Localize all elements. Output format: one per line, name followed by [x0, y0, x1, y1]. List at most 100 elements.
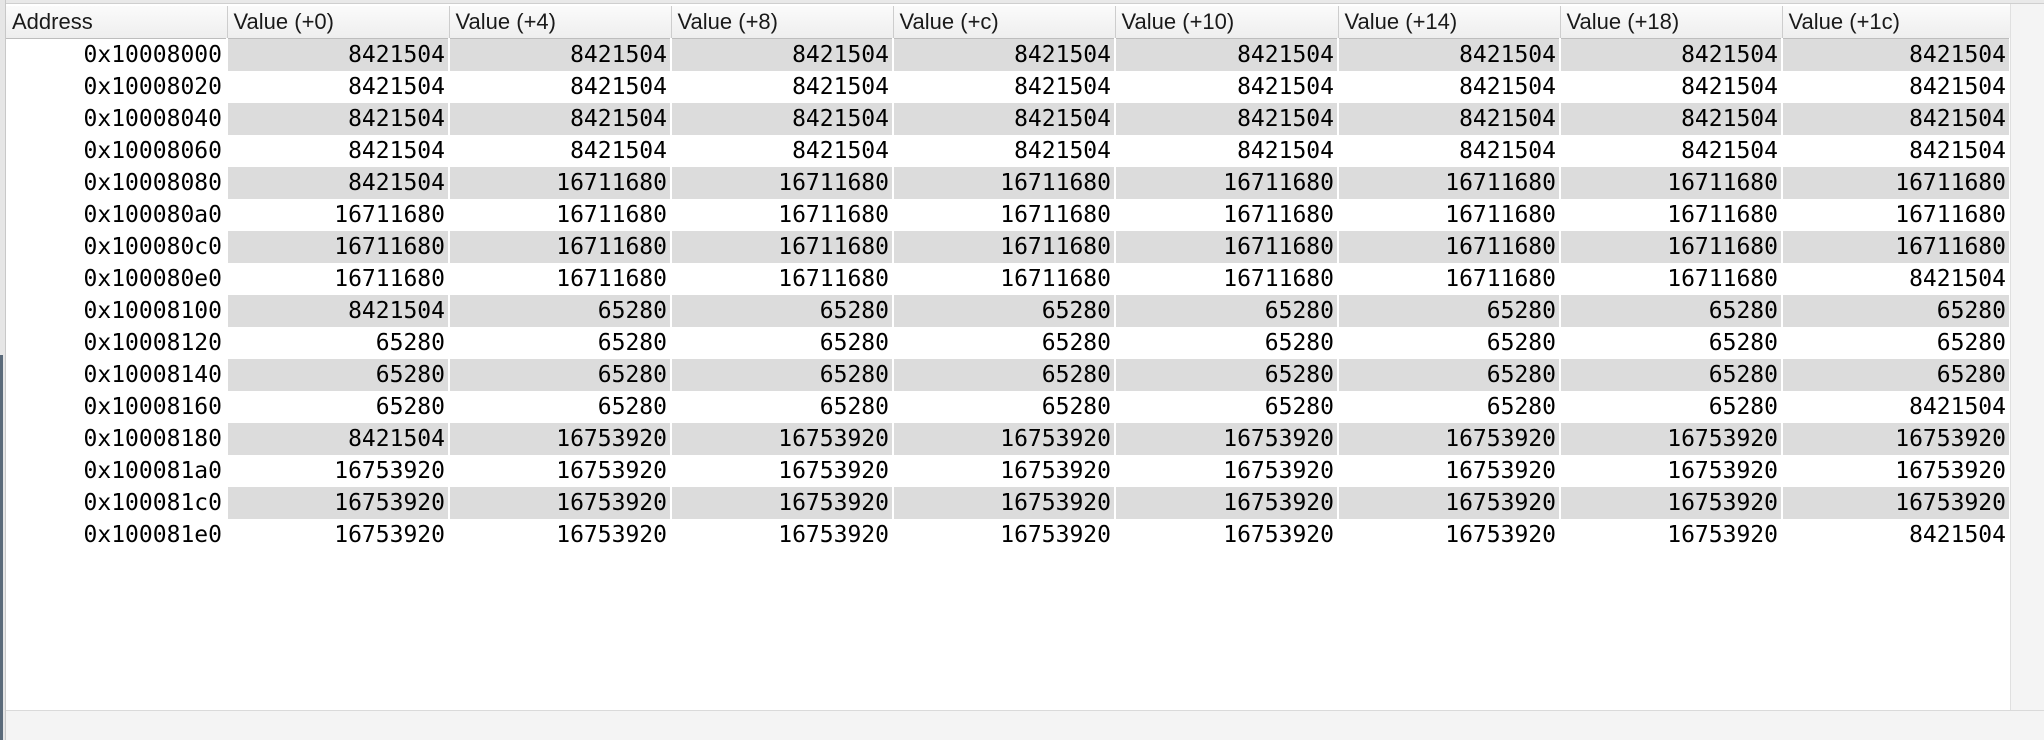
address-cell[interactable]: 0x100081a0	[6, 455, 228, 487]
value-cell[interactable]: 8421504	[449, 71, 672, 103]
value-cell[interactable]: 16711680	[893, 263, 1116, 295]
value-cell[interactable]: 65280	[227, 391, 450, 423]
value-cell[interactable]: 8421504	[671, 71, 894, 103]
value-cell[interactable]: 16753920	[1782, 423, 2011, 455]
address-cell[interactable]: 0x10008160	[6, 391, 228, 423]
value-cell[interactable]: 16711680	[1782, 231, 2011, 263]
value-cell[interactable]: 65280	[1115, 327, 1339, 359]
value-cell[interactable]: 16753920	[449, 455, 672, 487]
value-cell[interactable]: 8421504	[1115, 71, 1339, 103]
value-cell[interactable]: 8421504	[893, 38, 1116, 71]
value-cell[interactable]: 16753920	[449, 519, 672, 551]
value-cell[interactable]: 16711680	[449, 231, 672, 263]
value-cell[interactable]: 65280	[893, 295, 1116, 327]
table-row[interactable]: 0x10008060 8421504 8421504 8421504 8421504 84…	[6, 135, 2011, 167]
value-cell[interactable]: 16711680	[671, 199, 894, 231]
address-cell[interactable]: 0x10008060	[6, 135, 228, 167]
value-cell[interactable]: 16711680	[1782, 167, 2011, 199]
address-cell[interactable]: 0x10008120	[6, 327, 228, 359]
value-cell[interactable]: 16753920	[1338, 519, 1561, 551]
value-cell[interactable]: 16711680	[893, 167, 1116, 199]
value-cell[interactable]: 65280	[1338, 359, 1561, 391]
table-row[interactable]: 0x100080e0 16711680 16711680 16711680 167116…	[6, 263, 2011, 295]
address-cell[interactable]: 0x100080a0	[6, 199, 228, 231]
table-row[interactable]: 0x10008120 65280 65280 65280 65280 65280 65280…	[6, 327, 2011, 359]
value-cell[interactable]: 16711680	[1338, 231, 1561, 263]
address-cell[interactable]: 0x100081c0	[6, 487, 228, 519]
value-cell[interactable]: 65280	[1115, 359, 1339, 391]
value-cell[interactable]: 16753920	[671, 423, 894, 455]
address-cell[interactable]: 0x10008100	[6, 295, 228, 327]
value-cell[interactable]: 8421504	[1115, 135, 1339, 167]
table-row[interactable]: 0x10008080 8421504 16711680 16711680 1671168…	[6, 167, 2011, 199]
value-cell[interactable]: 8421504	[1782, 71, 2011, 103]
column-header-value-c[interactable]: Value (+c)	[893, 6, 1116, 39]
value-cell[interactable]: 8421504	[1560, 103, 1783, 135]
value-cell[interactable]: 16711680	[1560, 263, 1783, 295]
value-cell[interactable]: 16711680	[1560, 167, 1783, 199]
value-cell[interactable]: 16711680	[1338, 263, 1561, 295]
value-cell[interactable]: 16711680	[1338, 199, 1561, 231]
value-cell[interactable]: 16753920	[449, 487, 672, 519]
value-cell[interactable]: 8421504	[893, 135, 1116, 167]
value-cell[interactable]: 16711680	[1115, 199, 1339, 231]
value-cell[interactable]: 8421504	[449, 103, 672, 135]
value-cell[interactable]: 8421504	[1560, 38, 1783, 71]
value-cell[interactable]: 8421504	[227, 135, 450, 167]
value-cell[interactable]: 16711680	[671, 167, 894, 199]
value-cell[interactable]: 65280	[1338, 391, 1561, 423]
value-cell[interactable]: 65280	[1782, 327, 2011, 359]
value-cell[interactable]: 8421504	[1338, 103, 1561, 135]
column-header-value-10[interactable]: Value (+10)	[1115, 6, 1339, 39]
table-row[interactable]: 0x10008140 65280 65280 65280 65280 65280 65280…	[6, 359, 2011, 391]
memory-table[interactable]: Address Value (+0) Value (+4) Value (+8)…	[6, 6, 2011, 551]
value-cell[interactable]: 8421504	[227, 38, 450, 71]
value-cell[interactable]: 65280	[893, 391, 1116, 423]
value-cell[interactable]: 65280	[1560, 327, 1783, 359]
value-cell[interactable]: 8421504	[1782, 135, 2011, 167]
value-cell[interactable]: 8421504	[449, 38, 672, 71]
table-row[interactable]: 0x100081e0 16753920 16753920 16753920 167539…	[6, 519, 2011, 551]
value-cell[interactable]: 16753920	[893, 487, 1116, 519]
horizontal-scroll-area[interactable]	[6, 710, 2044, 740]
value-cell[interactable]: 8421504	[227, 103, 450, 135]
value-cell[interactable]: 65280	[1782, 359, 2011, 391]
column-header-value-1c[interactable]: Value (+1c)	[1782, 6, 2011, 39]
address-cell[interactable]: 0x10008020	[6, 71, 228, 103]
value-cell[interactable]: 8421504	[893, 71, 1116, 103]
column-header-value-0[interactable]: Value (+0)	[227, 6, 450, 39]
column-header-value-8[interactable]: Value (+8)	[671, 6, 894, 39]
value-cell[interactable]: 16711680	[1782, 199, 2011, 231]
value-cell[interactable]: 65280	[227, 327, 450, 359]
value-cell[interactable]: 16711680	[1560, 199, 1783, 231]
value-cell[interactable]: 16753920	[227, 455, 450, 487]
value-cell[interactable]: 8421504	[1560, 135, 1783, 167]
value-cell[interactable]: 16753920	[1115, 423, 1339, 455]
value-cell[interactable]: 8421504	[893, 103, 1116, 135]
value-cell[interactable]: 8421504	[449, 135, 672, 167]
value-cell[interactable]: 65280	[1115, 391, 1339, 423]
value-cell[interactable]: 16753920	[893, 423, 1116, 455]
value-cell[interactable]: 65280	[1560, 391, 1783, 423]
table-row[interactable]: 0x10008020 8421504 8421504 8421504 8421504 84…	[6, 71, 2011, 103]
value-cell[interactable]: 65280	[671, 327, 894, 359]
value-cell[interactable]: 16753920	[1782, 487, 2011, 519]
value-cell[interactable]: 16753920	[227, 519, 450, 551]
value-cell[interactable]: 16753920	[449, 423, 672, 455]
value-cell[interactable]: 16753920	[1115, 487, 1339, 519]
value-cell[interactable]: 16711680	[449, 199, 672, 231]
value-cell[interactable]: 16753920	[893, 455, 1116, 487]
value-cell[interactable]: 65280	[1115, 295, 1339, 327]
address-cell[interactable]: 0x10008080	[6, 167, 228, 199]
value-cell[interactable]: 16753920	[1338, 487, 1561, 519]
value-cell[interactable]: 8421504	[1782, 263, 2011, 295]
value-cell[interactable]: 16753920	[1338, 423, 1561, 455]
value-cell[interactable]: 8421504	[1338, 135, 1561, 167]
column-header-value-14[interactable]: Value (+14)	[1338, 6, 1561, 39]
value-cell[interactable]: 16711680	[671, 263, 894, 295]
table-row[interactable]: 0x100081c0 16753920 16753920 16753920 167539…	[6, 487, 2011, 519]
table-row[interactable]: 0x10008040 8421504 8421504 8421504 8421504 84…	[6, 103, 2011, 135]
table-row[interactable]: 0x10008180 8421504 16753920 16753920 1675392…	[6, 423, 2011, 455]
value-cell[interactable]: 8421504	[1782, 103, 2011, 135]
value-cell[interactable]: 16711680	[1115, 231, 1339, 263]
